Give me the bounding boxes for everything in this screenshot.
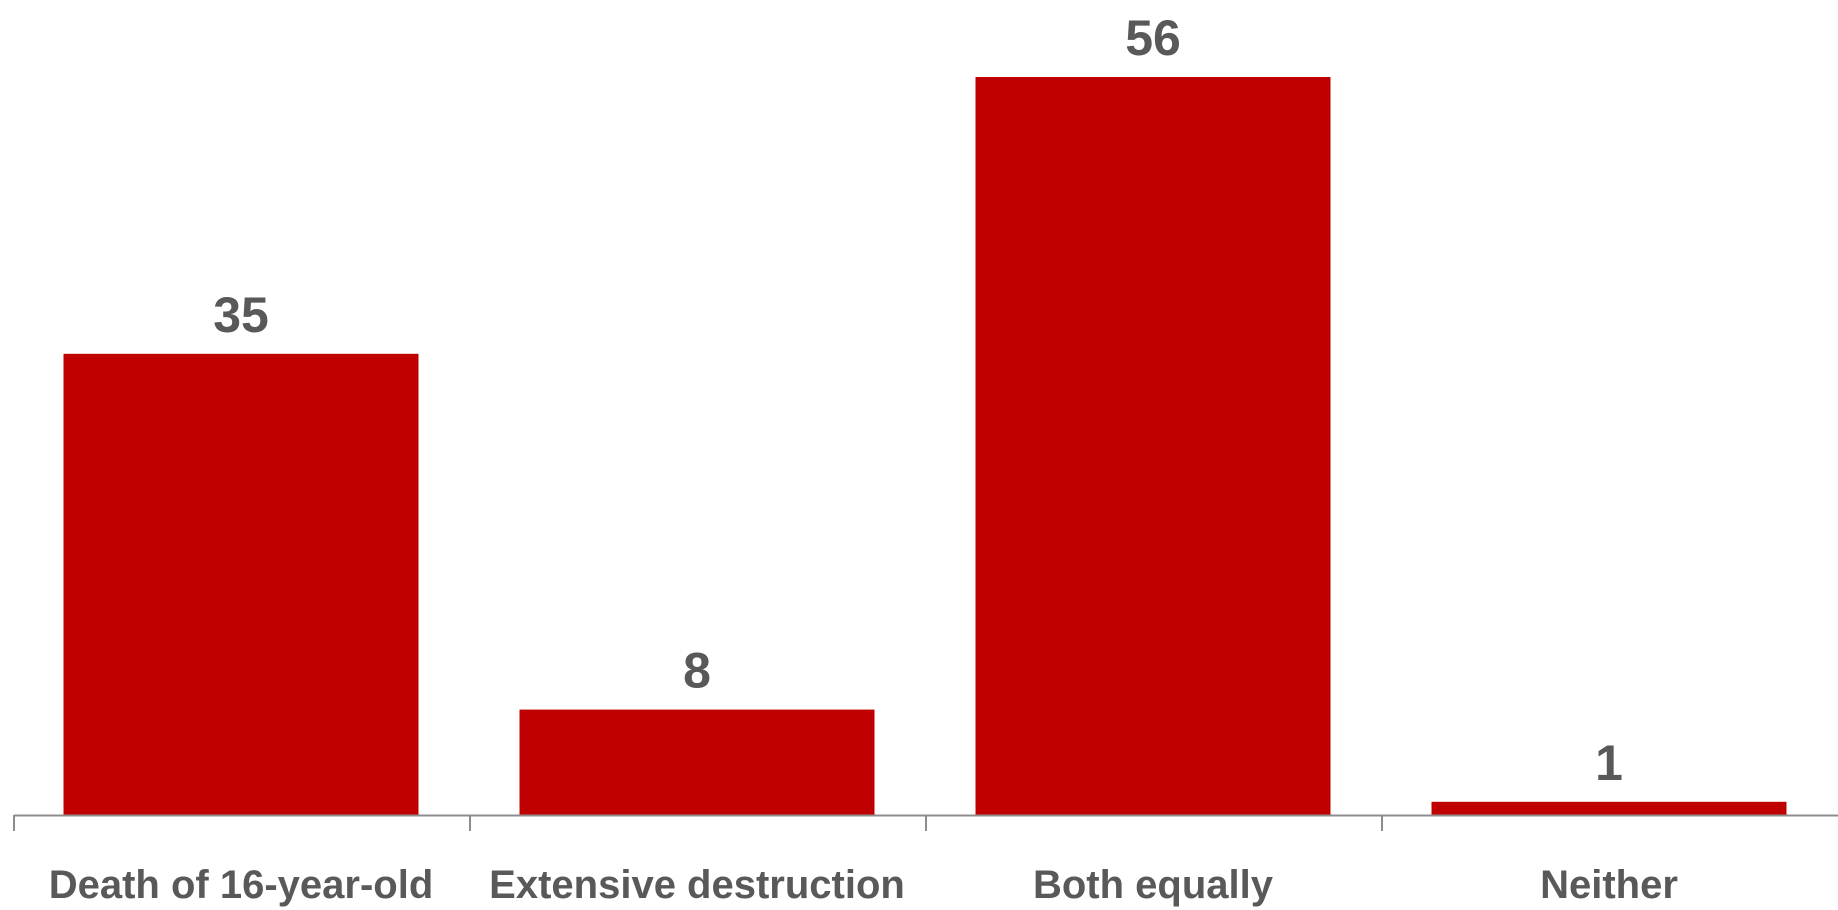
x-tick-labels-layer: Death of 16-year-old Extensive destructio… <box>49 863 1678 907</box>
data-label-4: 1 <box>1595 735 1623 791</box>
bar-4 <box>1432 802 1787 815</box>
x-tick-label-2: Extensive destruction <box>489 863 905 907</box>
x-axis <box>14 815 1838 831</box>
x-tick-label-1: Death of 16-year-old <box>49 863 434 907</box>
bar-2 <box>520 710 875 815</box>
data-label-2: 8 <box>683 643 711 699</box>
data-labels-layer: 35 8 56 1 <box>213 10 1623 791</box>
data-label-3: 56 <box>1125 10 1181 66</box>
bar-1 <box>64 354 419 815</box>
x-tick-label-3: Both equally <box>1033 863 1274 907</box>
x-tick-label-4: Neither <box>1540 863 1678 907</box>
data-label-1: 35 <box>213 287 269 343</box>
bars-layer <box>64 77 1787 815</box>
bar-3 <box>976 77 1331 815</box>
